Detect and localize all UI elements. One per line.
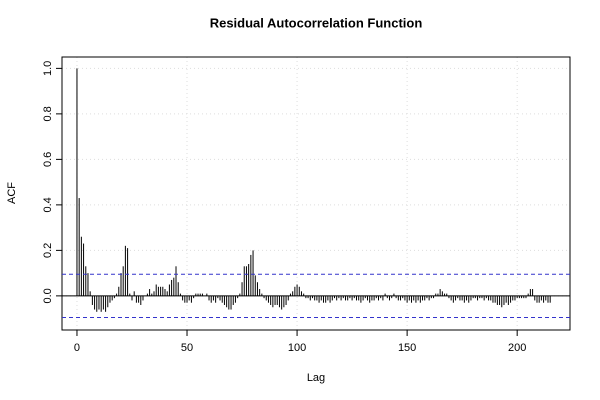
- x-tick-label: 100: [288, 342, 306, 354]
- x-tick-label: 150: [398, 342, 416, 354]
- y-tick-label: 0.6: [42, 152, 54, 167]
- y-axis-label: ACF: [6, 182, 18, 204]
- x-axis-label: Lag: [307, 372, 325, 384]
- x-tick-label: 200: [508, 342, 526, 354]
- x-tick-label: 0: [74, 342, 80, 354]
- y-tick-label: 1.0: [42, 61, 54, 76]
- y-tick-label: 0.0: [42, 288, 54, 303]
- y-tick-label: 0.2: [42, 243, 54, 258]
- x-tick-label: 50: [181, 342, 193, 354]
- plot-frame: [61, 56, 571, 331]
- y-tick-label: 0.8: [42, 106, 54, 121]
- y-tick-label: 0.4: [42, 197, 54, 212]
- chart-title: Residual Autocorrelation Function: [210, 15, 423, 30]
